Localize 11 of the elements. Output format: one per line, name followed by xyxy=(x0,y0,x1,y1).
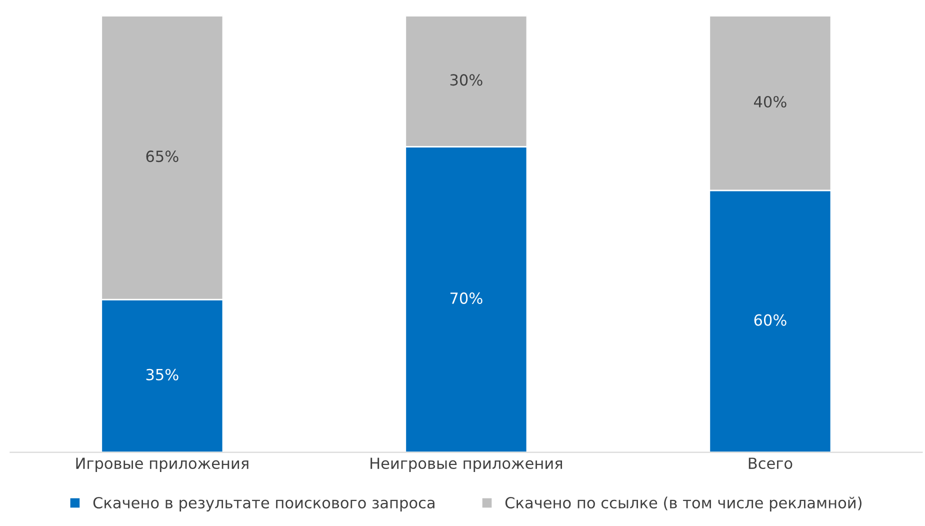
x-tick-label: Неигровые приложения xyxy=(370,458,562,472)
data-label: 40% xyxy=(754,96,786,108)
data-label: 70% xyxy=(450,292,482,304)
data-label: 30% xyxy=(450,74,482,86)
legend-label: Скачено по ссылке (в том числе рекламной) xyxy=(505,496,862,512)
data-label: 60% xyxy=(754,314,786,326)
data-label: 35% xyxy=(146,368,178,380)
data-label: 65% xyxy=(146,150,178,162)
x-tick-label: Игровые приложения xyxy=(76,458,248,472)
legend-label: Скачено в результате поискового запроса xyxy=(93,496,434,512)
x-tick-label: Всего xyxy=(748,458,792,470)
